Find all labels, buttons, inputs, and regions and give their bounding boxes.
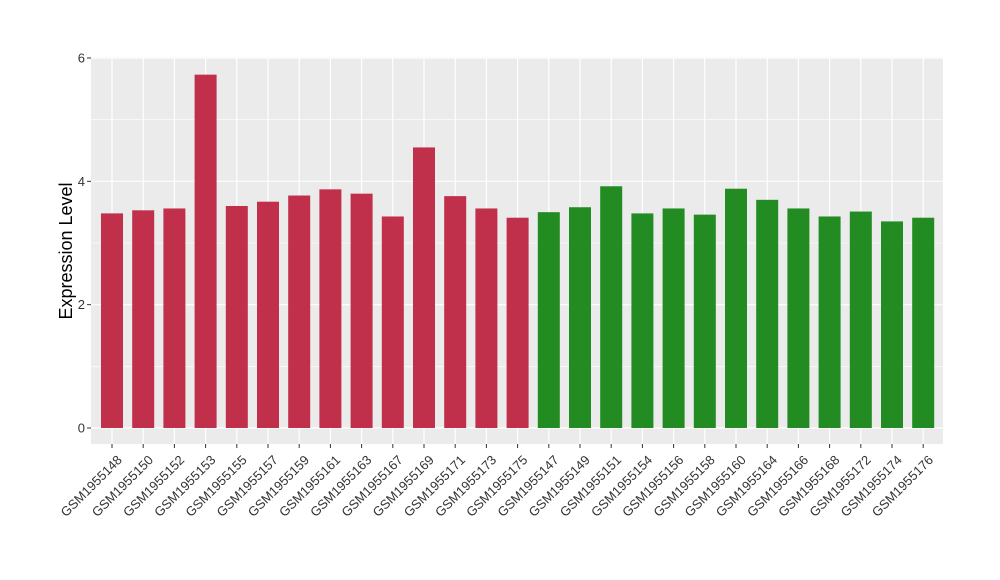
y-tick-label: 2	[78, 297, 85, 312]
bar-GSM1955172	[849, 211, 872, 428]
bar-GSM1955149	[569, 207, 591, 428]
bars	[101, 74, 935, 429]
bar-GSM1955168	[818, 216, 841, 428]
bar-GSM1955167	[381, 216, 404, 428]
bar-GSM1955158	[693, 214, 716, 428]
bar-GSM1955176	[912, 217, 935, 428]
bar-GSM1955175	[506, 217, 529, 428]
y-axis: 0 2 4 6	[78, 51, 91, 436]
bar-GSM1955150	[132, 210, 155, 428]
bar-GSM1955153	[194, 74, 217, 429]
bar-GSM1955173	[475, 208, 498, 428]
bar-GSM1955160	[725, 188, 747, 428]
bar-GSM1955171	[444, 196, 467, 428]
bar-GSM1955161	[319, 189, 342, 428]
y-tick-label: 4	[78, 174, 85, 189]
y-tick-label: 0	[78, 421, 85, 436]
bar-GSM1955154	[631, 213, 654, 428]
bar-GSM1955164	[756, 199, 779, 428]
bar-GSM1955148	[101, 213, 123, 428]
bar-GSM1955169	[413, 147, 435, 428]
y-axis-title: Expression Level	[56, 182, 76, 319]
x-axis: GSM1955148GSM1955150GSM1955152GSM1955153…	[58, 444, 936, 520]
bar-GSM1955174	[881, 221, 903, 428]
bar-GSM1955156	[662, 208, 685, 428]
bar-GSM1955157	[257, 201, 279, 428]
bar-GSM1955155	[225, 206, 248, 428]
bar-GSM1955152	[163, 208, 186, 428]
y-tick-label: 6	[78, 51, 85, 66]
bar-GSM1955159	[288, 195, 311, 428]
bar-GSM1955151	[600, 186, 623, 428]
bar-GSM1955147	[537, 212, 560, 428]
bar-GSM1955166	[787, 208, 810, 428]
bar-GSM1955163	[350, 193, 373, 428]
